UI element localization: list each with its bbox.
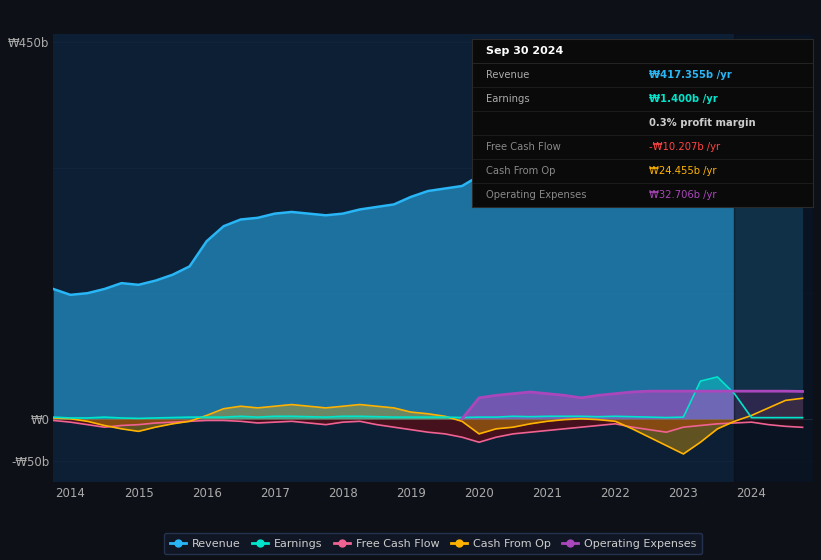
Legend: Revenue, Earnings, Free Cash Flow, Cash From Op, Operating Expenses: Revenue, Earnings, Free Cash Flow, Cash … [164, 533, 702, 554]
Text: ₩32.706b /yr: ₩32.706b /yr [649, 190, 717, 200]
Text: ₩24.455b /yr: ₩24.455b /yr [649, 166, 717, 176]
Text: Earnings: Earnings [486, 94, 530, 104]
Text: Cash From Op: Cash From Op [486, 166, 555, 176]
Text: Operating Expenses: Operating Expenses [486, 190, 586, 200]
Text: 0.3% profit margin: 0.3% profit margin [649, 118, 756, 128]
Text: ₩1.400b /yr: ₩1.400b /yr [649, 94, 718, 104]
Bar [735, 34, 813, 482]
Text: Free Cash Flow: Free Cash Flow [486, 142, 561, 152]
Text: Sep 30 2024: Sep 30 2024 [486, 46, 563, 56]
Text: -₩10.207b /yr: -₩10.207b /yr [649, 142, 720, 152]
Text: ₩417.355b /yr: ₩417.355b /yr [649, 70, 732, 80]
Text: Revenue: Revenue [486, 70, 529, 80]
